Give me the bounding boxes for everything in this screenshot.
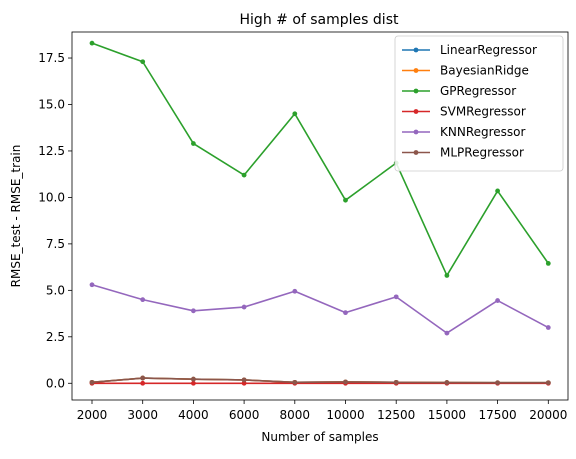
data-point xyxy=(546,325,551,330)
data-point xyxy=(90,41,95,46)
data-point xyxy=(191,381,196,386)
data-point xyxy=(394,294,399,299)
series-line-knnregressor xyxy=(92,285,548,333)
data-point xyxy=(495,298,500,303)
x-tick-label: 10000 xyxy=(326,408,364,422)
x-tick-label: 12500 xyxy=(377,408,415,422)
chart-title: High # of samples dist xyxy=(240,12,399,28)
x-tick-label: 6000 xyxy=(229,408,260,422)
legend-marker xyxy=(414,130,419,135)
data-point xyxy=(242,173,247,178)
data-point xyxy=(191,377,196,382)
legend-marker xyxy=(414,68,419,73)
data-point xyxy=(495,189,500,194)
data-point xyxy=(242,305,247,310)
x-tick-label: 4000 xyxy=(178,408,209,422)
y-tick-label: 2.5 xyxy=(46,330,65,344)
y-tick-label: 5.0 xyxy=(46,283,65,297)
y-tick-label: 10.0 xyxy=(38,190,65,204)
data-point xyxy=(140,381,145,386)
y-tick-label: 17.5 xyxy=(38,51,65,65)
data-point xyxy=(292,289,297,294)
legend-label: KNNRegressor xyxy=(440,125,526,139)
data-point xyxy=(140,59,145,64)
x-tick-label: 2000 xyxy=(77,408,108,422)
data-point xyxy=(546,380,551,385)
x-tick-label: 3000 xyxy=(127,408,158,422)
legend-label: SVMRegressor xyxy=(440,105,526,119)
x-tick-label: 17500 xyxy=(479,408,517,422)
legend-marker xyxy=(414,48,419,53)
x-axis-ticks: 2000 3000 4000 6000 8000 10000 12500 15000 17500… xyxy=(77,400,568,422)
data-point xyxy=(90,380,95,385)
data-point xyxy=(495,380,500,385)
y-axis-ticks: 0.0 2.5 5.0 7.5 10.0 12.5 15.0 17.5 xyxy=(38,51,72,390)
y-tick-label: 12.5 xyxy=(38,144,65,158)
series-knnregressor xyxy=(90,282,551,335)
data-point xyxy=(445,331,450,336)
y-axis-label: RMSE_test - RMSE_train xyxy=(9,145,23,288)
y-tick-label: 0.0 xyxy=(46,376,65,390)
data-point xyxy=(546,261,551,266)
y-tick-label: 15.0 xyxy=(38,97,65,111)
data-point xyxy=(140,297,145,302)
x-tick-label: 20000 xyxy=(529,408,567,422)
data-point xyxy=(394,380,399,385)
x-tick-label: 8000 xyxy=(280,408,311,422)
data-point xyxy=(191,141,196,146)
data-point xyxy=(191,308,196,313)
legend: LinearRegressor BayesianRidge GPRegressor S… xyxy=(395,36,563,171)
data-point xyxy=(242,378,247,383)
x-axis-label: Number of samples xyxy=(261,430,378,444)
data-point xyxy=(343,198,348,203)
data-point xyxy=(292,380,297,385)
legend-marker xyxy=(414,109,419,114)
data-point xyxy=(292,111,297,116)
data-point xyxy=(445,380,450,385)
legend-marker xyxy=(414,150,419,155)
legend-label: LinearRegressor xyxy=(440,43,537,57)
data-point xyxy=(343,380,348,385)
x-tick-label: 15000 xyxy=(428,408,466,422)
data-point xyxy=(140,376,145,381)
data-point xyxy=(445,273,450,278)
data-point xyxy=(343,310,348,315)
legend-label: GPRegressor xyxy=(440,84,516,98)
legend-label: MLPRegressor xyxy=(440,146,524,160)
legend-label: BayesianRidge xyxy=(440,64,529,78)
y-tick-label: 7.5 xyxy=(46,237,65,251)
data-point xyxy=(90,282,95,287)
legend-marker xyxy=(414,89,419,94)
series-line-mlpregressor xyxy=(92,378,548,383)
